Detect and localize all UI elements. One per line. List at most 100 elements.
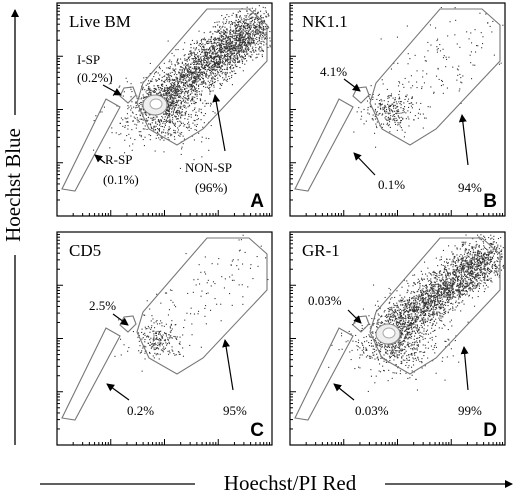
event-dot: [184, 97, 186, 99]
event-dot: [171, 111, 173, 113]
event-dot: [436, 292, 438, 294]
event-dot: [229, 72, 231, 74]
event-dot: [168, 81, 170, 83]
event-dot: [156, 116, 158, 118]
event-dot: [158, 89, 160, 91]
event-dot: [459, 73, 461, 75]
event-dot: [168, 353, 170, 355]
event-dot: [412, 311, 414, 313]
event-dot: [166, 91, 168, 93]
event-dot: [414, 299, 416, 301]
event-dot: [220, 66, 222, 68]
event-dot: [243, 19, 245, 21]
event-dot: [404, 317, 406, 319]
event-dot: [466, 285, 468, 287]
event-dot: [203, 32, 205, 34]
event-dot: [201, 74, 203, 76]
event-dot: [235, 38, 237, 40]
event-dot: [239, 54, 241, 56]
event-dot: [487, 22, 489, 24]
event-dot: [260, 26, 262, 28]
event-dot: [466, 31, 468, 33]
event-dot: [252, 42, 254, 44]
event-dot: [239, 25, 241, 27]
event-dot: [369, 335, 371, 337]
event-dot: [151, 343, 153, 345]
event-dot: [195, 111, 197, 113]
event-dot: [381, 315, 383, 317]
event-dot: [269, 46, 271, 48]
event-dot: [197, 57, 199, 59]
event-dot: [437, 67, 439, 69]
event-dot: [167, 74, 169, 76]
event-dot: [249, 35, 251, 37]
event-dot: [168, 343, 170, 345]
event-dot: [261, 50, 263, 52]
event-dot: [220, 61, 222, 63]
event-dot: [166, 80, 168, 82]
event-dot: [225, 22, 227, 24]
event-dot: [197, 313, 199, 315]
event-dot: [239, 33, 241, 35]
event-dot: [447, 296, 449, 298]
event-dot: [148, 123, 150, 125]
event-dot: [460, 254, 462, 256]
event-dot: [163, 129, 165, 131]
event-dot: [158, 344, 160, 346]
event-dot: [171, 95, 173, 97]
event-dot: [256, 31, 258, 33]
event-dot: [252, 278, 254, 280]
event-dot: [171, 91, 173, 93]
event-dot: [193, 108, 195, 110]
event-dot: [252, 59, 254, 61]
event-dot: [192, 74, 194, 76]
event-dot: [181, 114, 183, 116]
event-dot: [474, 277, 476, 279]
event-dot: [189, 68, 191, 70]
event-dot: [167, 114, 169, 116]
event-dot: [168, 77, 170, 79]
event-dot: [127, 108, 129, 110]
event-dot: [219, 69, 221, 71]
event-dot: [180, 112, 182, 114]
event-dot: [411, 107, 413, 109]
event-dot: [219, 47, 221, 49]
event-dot: [447, 295, 449, 297]
event-dot: [171, 328, 173, 330]
event-dot: [218, 44, 220, 46]
event-dot: [185, 63, 187, 65]
event-dot: [255, 42, 257, 44]
event-dot: [170, 133, 172, 135]
event-dot: [457, 283, 459, 285]
event-dot: [204, 100, 206, 102]
event-dot: [233, 32, 235, 34]
event-dot: [169, 86, 171, 88]
event-dot: [183, 76, 185, 78]
event-dot: [131, 107, 133, 109]
event-dot: [379, 100, 381, 102]
event-dot: [213, 57, 215, 59]
event-dot: [434, 307, 436, 309]
event-dot: [229, 67, 231, 69]
event-dot: [403, 111, 405, 113]
event-dot: [123, 91, 125, 93]
event-dot: [214, 63, 216, 65]
event-dot: [436, 46, 438, 48]
event-dot: [141, 338, 143, 340]
event-dot: [211, 85, 213, 87]
event-dot: [237, 34, 239, 36]
event-dot: [481, 271, 483, 273]
event-dot: [240, 28, 242, 30]
event-dot: [163, 81, 165, 83]
event-dot: [155, 129, 157, 131]
event-dot: [261, 32, 263, 34]
event-dot: [204, 105, 206, 107]
event-dot: [392, 115, 394, 117]
event-dot: [262, 22, 264, 24]
event-dot: [213, 86, 215, 88]
event-dot: [167, 113, 169, 115]
event-dot: [246, 10, 248, 12]
event-dot: [171, 97, 173, 99]
event-dot: [200, 57, 202, 59]
event-dot: [387, 103, 389, 105]
